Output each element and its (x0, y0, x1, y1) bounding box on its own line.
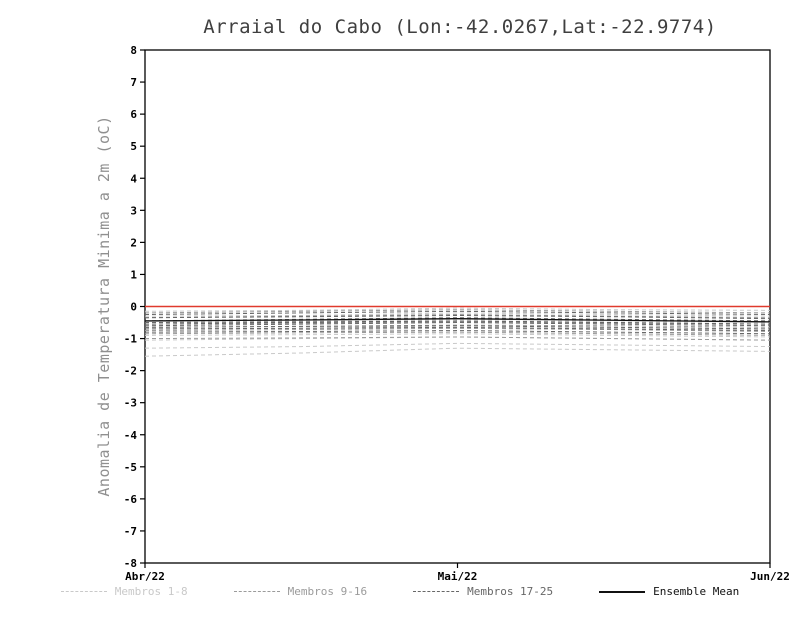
member-line (144, 312, 771, 317)
member-line (144, 314, 771, 319)
member-line (144, 309, 771, 314)
y-tick-label: -3 (124, 397, 137, 410)
legend-line-sample (233, 591, 280, 592)
y-tick-label: 1 (130, 268, 137, 281)
y-tick-label: 6 (130, 108, 137, 121)
member-line (144, 327, 771, 333)
legend-item: Membros 9-16 (233, 585, 368, 598)
member-line (144, 331, 771, 336)
member-line (144, 336, 771, 341)
y-tick-label: 4 (130, 172, 137, 185)
y-tick-label: 7 (130, 76, 137, 89)
x-tick-label: Abr/22 (125, 570, 165, 583)
member-line (144, 324, 771, 328)
y-tick-label: 3 (130, 204, 137, 217)
member-line (144, 322, 771, 327)
member-line (144, 320, 771, 325)
y-tick-label: 8 (130, 44, 137, 57)
y-tick-label: 0 (130, 301, 137, 314)
member-line (144, 317, 771, 322)
member-line (144, 307, 771, 312)
member-line (144, 326, 771, 332)
y-tick-label: -1 (124, 333, 138, 346)
member-line (144, 314, 771, 320)
y-tick-label: -2 (124, 365, 137, 378)
chart-title: Arraial do Cabo (Lon:-42.0267,Lat:-22.97… (203, 16, 717, 38)
legend-line-sample (60, 591, 107, 592)
x-tick-label: Jun/22 (750, 570, 790, 583)
y-tick-label: -6 (124, 493, 138, 506)
member-line (144, 310, 771, 316)
y-tick-label: -5 (124, 461, 137, 474)
legend-label: Membros 9-16 (287, 585, 368, 598)
legend-line-sample (413, 591, 460, 592)
member-line (144, 325, 771, 330)
legend-label: Ensemble Mean (653, 585, 740, 598)
y-tick-label: 5 (130, 140, 137, 153)
y-tick-label: -4 (124, 429, 138, 442)
y-tick-label: -8 (124, 557, 137, 570)
legend-item: Membros 17-25 (413, 585, 553, 598)
x-tick-label: Mai/22 (438, 570, 478, 583)
legend-item: Membros 1-8 (60, 585, 188, 598)
y-tick-label: 2 (130, 236, 137, 249)
member-line (144, 342, 771, 349)
y-tick-label: -7 (124, 525, 137, 538)
member-line (144, 333, 771, 338)
member-line (144, 330, 771, 335)
legend-item: Ensemble Mean (599, 585, 739, 598)
legend-label: Membros 1-8 (114, 585, 188, 598)
legend-label: Membros 17-25 (467, 585, 554, 598)
ensemble-mean-line (144, 318, 771, 323)
legend-line-sample (599, 590, 646, 593)
member-line (144, 347, 771, 357)
chart-legend: Membros 1-8 Membros 9-16 Membros 17-25 Ense… (0, 585, 800, 598)
